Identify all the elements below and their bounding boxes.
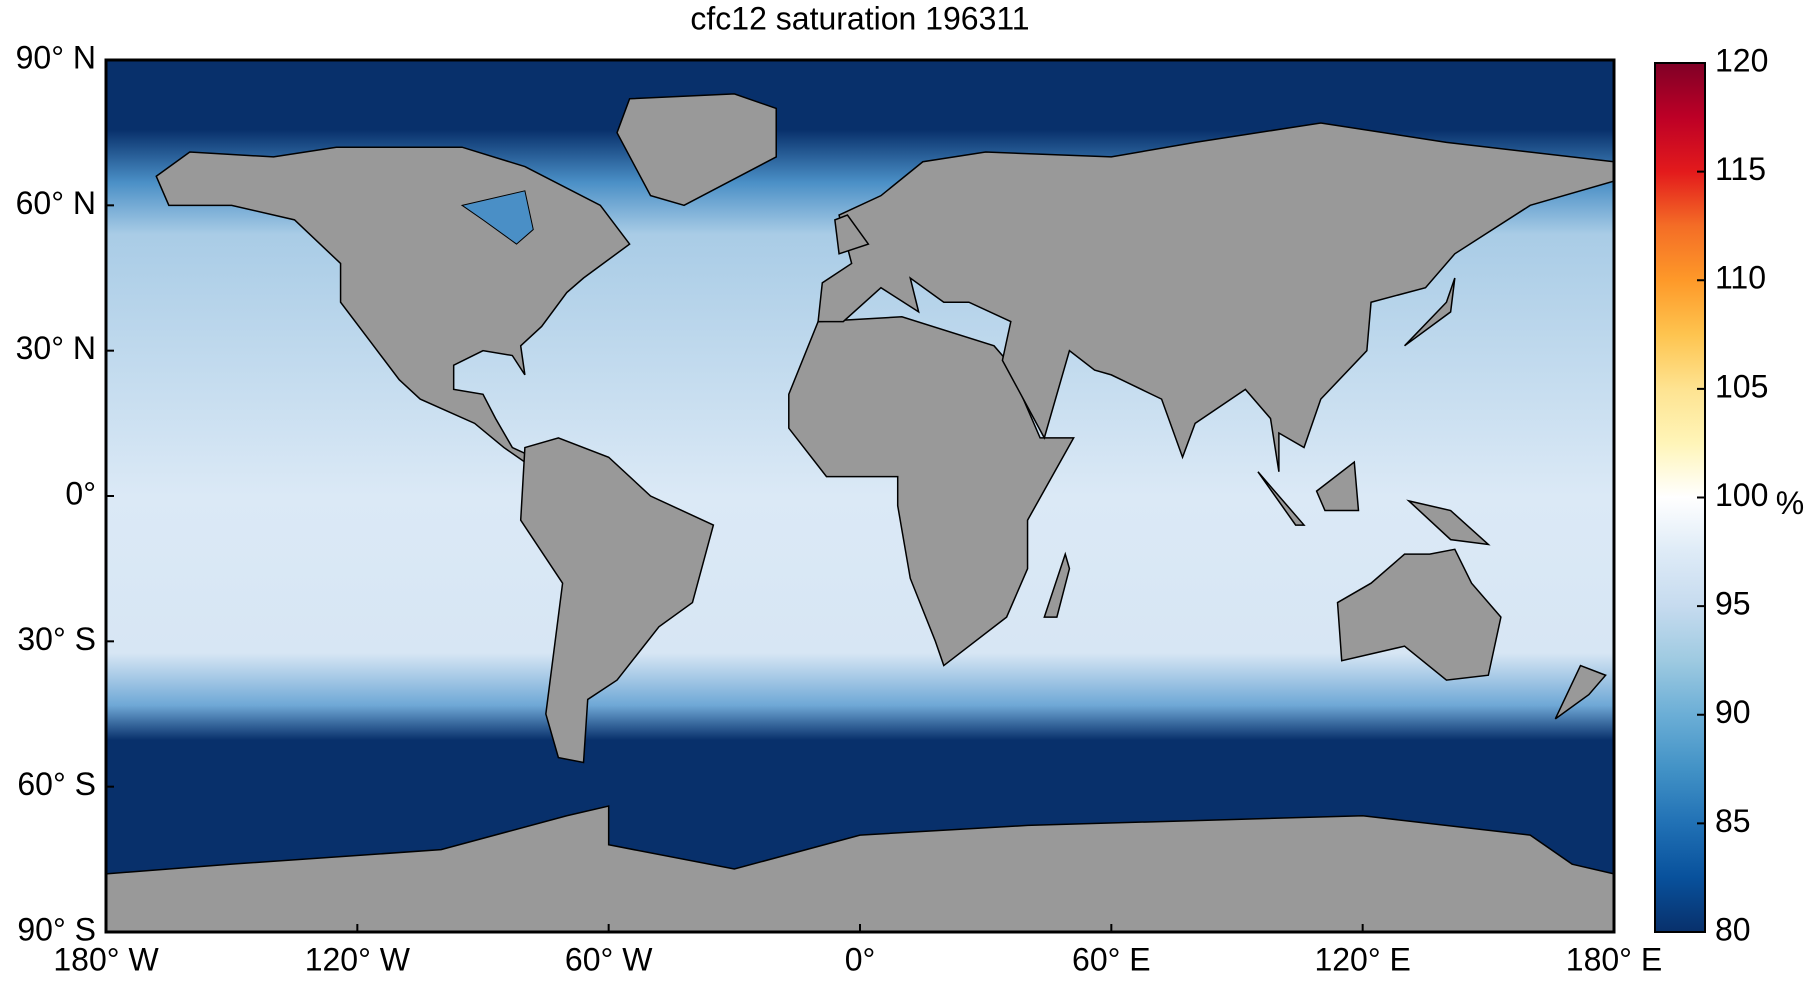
south-america: [521, 438, 714, 763]
y-tick-label: 0°: [65, 475, 96, 511]
britain: [835, 215, 869, 254]
y-tick-label: 60° N: [16, 185, 96, 221]
x-tick-label: 180° E: [1566, 941, 1662, 977]
greenland: [617, 94, 776, 205]
x-tick-label: 120° E: [1314, 941, 1410, 977]
borneo: [1317, 462, 1359, 510]
colorbar-gradient: [1654, 62, 1706, 933]
chart-title: cfc12 saturation 196311: [690, 0, 1029, 36]
colorbar-tick-label: 105: [1715, 368, 1768, 404]
colorbar-tick-label: 115: [1715, 151, 1766, 187]
africa: [789, 317, 1074, 666]
y-tick-label: 90° N: [16, 39, 96, 75]
colorbar-tick-label: 95: [1715, 586, 1751, 622]
x-tick-label: 120° W: [305, 941, 411, 977]
new-zealand: [1555, 666, 1605, 719]
y-tick-label: 30° N: [16, 330, 96, 366]
colorbar-label: %: [1776, 485, 1804, 521]
colorbar-tick-label: 90: [1715, 694, 1751, 730]
colorbar-tick-label: 85: [1715, 803, 1751, 839]
colorbar-tick-label: 120: [1715, 42, 1768, 78]
colorbar-tick-label: 110: [1715, 260, 1766, 296]
map: [106, 60, 1614, 932]
x-tick-label: 180° W: [53, 941, 159, 977]
antarctica: [106, 806, 1614, 932]
x-tick-label: 0°: [845, 941, 876, 977]
japan: [1405, 278, 1455, 346]
colorbar-tick-label: 80: [1715, 911, 1751, 947]
madagascar: [1044, 554, 1069, 617]
y-tick-label: 30° S: [17, 621, 96, 657]
australia: [1338, 549, 1501, 680]
hudson-bay: [462, 191, 533, 244]
new-guinea: [1409, 501, 1489, 545]
x-tick-label: 60° E: [1072, 941, 1151, 977]
y-tick-label: 90° S: [17, 911, 96, 947]
y-tick-label: 60° S: [17, 766, 96, 802]
x-tick-label: 60° W: [565, 941, 653, 977]
land: [106, 94, 1614, 932]
eurasia: [818, 123, 1614, 472]
sumatra: [1258, 472, 1304, 525]
colorbar-tick-label: 100: [1715, 477, 1768, 513]
